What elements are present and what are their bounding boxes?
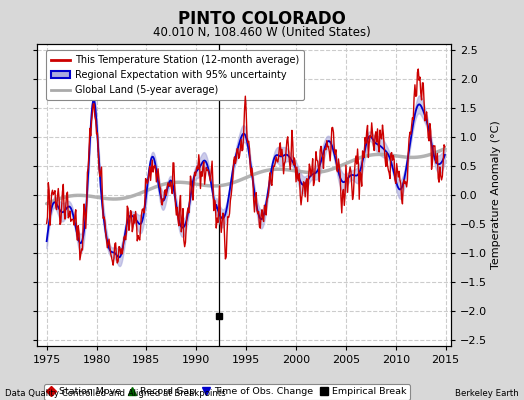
Text: 40.010 N, 108.460 W (United States): 40.010 N, 108.460 W (United States) <box>153 26 371 39</box>
Legend: Station Move, Record Gap, Time of Obs. Change, Empirical Break: Station Move, Record Gap, Time of Obs. C… <box>44 384 410 400</box>
Text: PINTO COLORADO: PINTO COLORADO <box>178 10 346 28</box>
Text: Berkeley Earth: Berkeley Earth <box>455 389 519 398</box>
Y-axis label: Temperature Anomaly (°C): Temperature Anomaly (°C) <box>491 121 501 269</box>
Text: Data Quality Controlled and Aligned at Breakpoints: Data Quality Controlled and Aligned at B… <box>5 389 226 398</box>
